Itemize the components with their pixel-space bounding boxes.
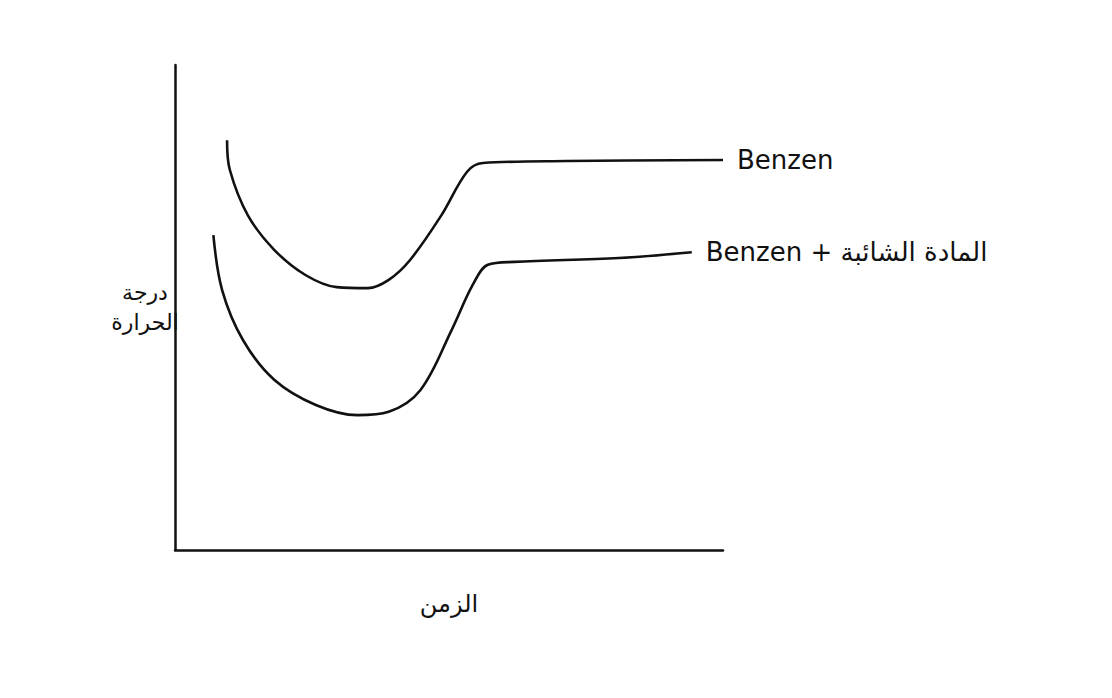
svg-text:Benzen + المادة الشائبة: Benzen + المادة الشائبة [706, 237, 988, 267]
svg-text:Benzen: Benzen [737, 145, 833, 175]
svg-text:الزمن: الزمن [420, 590, 478, 618]
svg-text:الحرارة: الحرارة [111, 310, 178, 335]
svg-text:درجة: درجة [122, 280, 168, 305]
